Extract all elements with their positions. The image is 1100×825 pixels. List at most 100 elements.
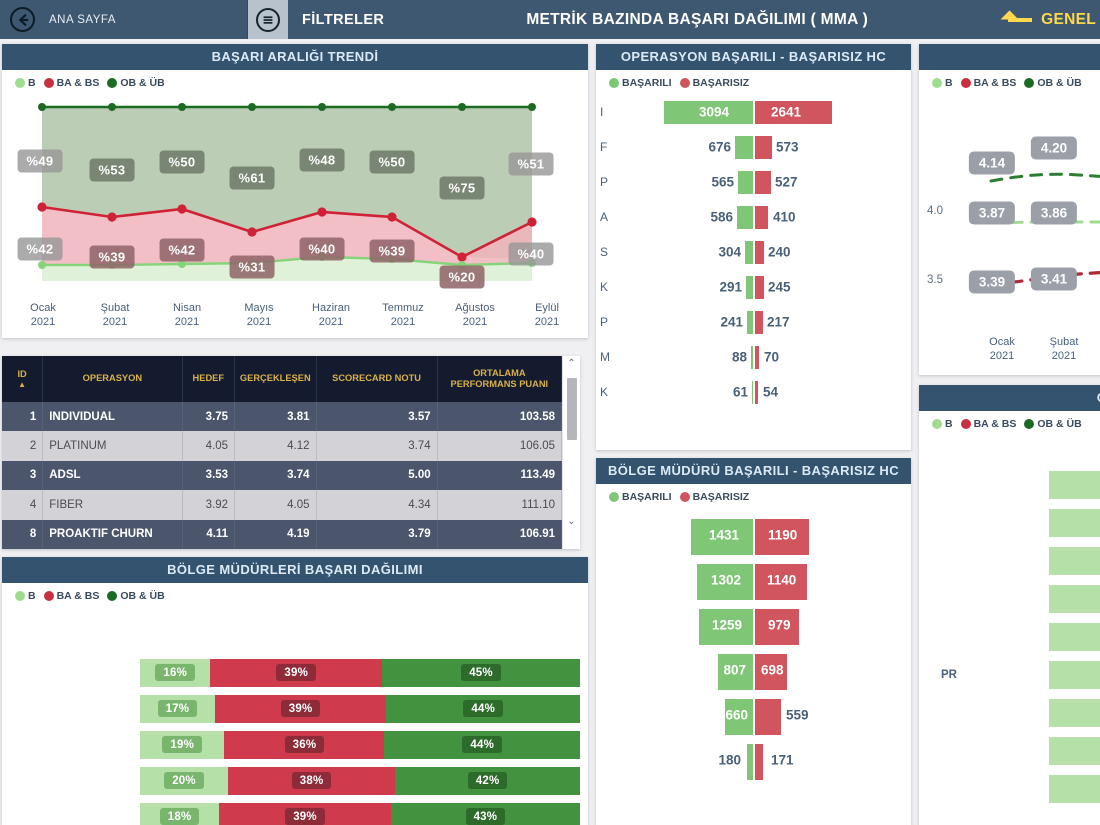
bm-seg-b[interactable]: 19% bbox=[140, 730, 225, 759]
legend-item-obub[interactable]: OB & ÜB bbox=[107, 77, 165, 89]
legend-item-basarisiz[interactable]: BAŞARISIZ bbox=[679, 77, 749, 89]
bm-seg-babs[interactable]: 38% bbox=[228, 766, 396, 795]
legend-item-basarili[interactable]: BAŞARILI bbox=[609, 77, 672, 89]
bmhc-row[interactable]: 660 559 bbox=[596, 692, 911, 738]
hamburger-menu-icon[interactable] bbox=[256, 7, 280, 32]
bmhc-bar-basarili[interactable] bbox=[718, 653, 755, 690]
ophc-bar-basarisiz[interactable] bbox=[755, 205, 768, 229]
legend-item-b[interactable]: B bbox=[15, 590, 36, 602]
bmhc-bar-basarisiz[interactable] bbox=[755, 518, 809, 555]
bm-seg-babs[interactable]: 36% bbox=[224, 730, 385, 759]
menu-toggle-button[interactable] bbox=[248, 0, 288, 39]
table-row[interactable]: 4 FIBER 3.92 4.05 4.34 111.10 bbox=[2, 490, 563, 520]
opdag-seg-b[interactable]: 14% bbox=[1049, 508, 1100, 537]
bmhc-row[interactable]: 1431 1190 bbox=[596, 512, 911, 558]
opdag-bar-row[interactable]: 16% bbox=[1049, 470, 1100, 499]
legend-item-babs[interactable]: BA & BS bbox=[43, 77, 99, 89]
bm-seg-obub[interactable]: 44% bbox=[384, 730, 580, 759]
bm-seg-babs[interactable]: 39% bbox=[210, 658, 382, 687]
ophc-row[interactable]: P 241 217 bbox=[596, 304, 911, 340]
table-row[interactable]: 2 PLATINUM 4.05 4.12 3.74 106.05 bbox=[2, 431, 563, 461]
ophc-bar-basarisiz[interactable] bbox=[755, 310, 763, 334]
circle-arrow-left-icon[interactable] bbox=[10, 7, 35, 32]
bm-seg-obub[interactable]: 45% bbox=[382, 658, 580, 687]
ophc-row[interactable]: F 676 573 bbox=[596, 129, 911, 165]
bm-seg-b[interactable]: 16% bbox=[140, 658, 211, 687]
legend-item-babs[interactable]: BA & BS bbox=[43, 590, 99, 602]
table-row[interactable]: 3 ADSL 3.53 3.74 5.00 113.49 bbox=[2, 460, 563, 491]
bmhc-bar-basarisiz[interactable] bbox=[755, 563, 807, 600]
bm-bar-row[interactable]: 17% 39% 44% bbox=[140, 694, 580, 723]
bm-seg-babs[interactable]: 39% bbox=[214, 694, 387, 723]
legend-item-babs[interactable]: BA & BS bbox=[960, 77, 1016, 89]
ophc-bar-basarili[interactable] bbox=[737, 205, 755, 229]
bmhc-row[interactable]: 1259 979 bbox=[596, 602, 911, 648]
opdag-seg-b[interactable] bbox=[1049, 660, 1100, 689]
bmhc-bar-basarisiz[interactable] bbox=[755, 698, 781, 735]
legend-item-b[interactable]: B bbox=[932, 77, 953, 89]
opdag-bar-row[interactable]: 13% bbox=[1049, 584, 1100, 613]
bm-bar-row[interactable]: 20% 38% 42% bbox=[140, 766, 580, 795]
bmhc-bar-basarisiz[interactable] bbox=[755, 743, 763, 780]
ophc-bar-basarisiz[interactable] bbox=[755, 380, 758, 404]
legend-item-babs[interactable]: BA & BS bbox=[960, 418, 1016, 430]
table-row[interactable]: 1 INDIVIDUAL 3.75 3.81 3.57 103.58 bbox=[2, 402, 563, 432]
ophc-row[interactable]: I 3094 2641 bbox=[596, 94, 911, 130]
opdag-seg-b[interactable]: 17% bbox=[1049, 546, 1100, 575]
opdag-bar-row[interactable]: PR bbox=[941, 660, 1100, 689]
bm-bar-row[interactable]: 16% 39% 45% bbox=[140, 658, 580, 687]
ophc-bar-basarili[interactable] bbox=[735, 135, 755, 159]
bmhc-row[interactable]: 807 698 bbox=[596, 647, 911, 693]
opdag-bar-row[interactable]: 14% bbox=[1049, 508, 1100, 537]
opdag-seg-b[interactable]: 17% bbox=[1049, 736, 1100, 765]
col-hedef[interactable]: HEDEF bbox=[182, 356, 236, 402]
ophc-bar-basarisiz[interactable] bbox=[755, 135, 772, 159]
bm-bar-row[interactable]: 18% 39% 43% bbox=[140, 802, 580, 825]
bm-seg-obub[interactable]: 44% bbox=[386, 694, 580, 723]
bmhc-bar-basarili[interactable] bbox=[747, 743, 755, 780]
ophc-bar-basarili[interactable] bbox=[745, 240, 755, 264]
ophc-bar-basarisiz[interactable] bbox=[755, 100, 832, 124]
bm-seg-obub[interactable]: 43% bbox=[390, 802, 580, 825]
scroll-up-icon[interactable]: ⌃ bbox=[567, 358, 576, 369]
legend-item-basarili[interactable]: BAŞARILI bbox=[609, 491, 672, 503]
bmhc-bar-basarisiz[interactable] bbox=[755, 653, 787, 690]
ophc-bar-basarisiz[interactable] bbox=[755, 345, 759, 369]
bm-seg-b[interactable]: 18% bbox=[140, 802, 220, 825]
bm-seg-b[interactable]: 17% bbox=[140, 694, 215, 723]
legend-item-obub[interactable]: OB & ÜB bbox=[1024, 418, 1082, 430]
ophc-bar-basarili[interactable] bbox=[664, 100, 755, 124]
bmhc-bar-basarili[interactable] bbox=[697, 563, 755, 600]
bmhc-bar-basarili[interactable] bbox=[691, 518, 755, 555]
opdag-bar-row[interactable]: 17% bbox=[1049, 546, 1100, 575]
ophc-row[interactable]: A 586 410 bbox=[596, 199, 911, 235]
ophc-row[interactable]: K 61 54 bbox=[596, 374, 911, 410]
ophc-bar-basarili[interactable] bbox=[746, 275, 755, 299]
legend-item-obub[interactable]: OB & ÜB bbox=[107, 590, 165, 602]
filters-button[interactable]: FİLTRELER bbox=[288, 0, 399, 39]
opdag-seg-b[interactable]: 13% bbox=[1049, 584, 1100, 613]
legend-item-basarisiz[interactable]: BAŞARISIZ bbox=[679, 491, 749, 503]
bmhc-bar-basarili[interactable] bbox=[725, 698, 755, 735]
general-nav-button[interactable]: GENEL bbox=[996, 0, 1100, 39]
ophc-bar-basarili[interactable] bbox=[738, 170, 755, 194]
col-ortalama[interactable]: ORTALAMA PERFORMANS PUANI bbox=[437, 356, 563, 402]
ophc-bar-basarili[interactable] bbox=[747, 310, 755, 334]
col-gerceklesen[interactable]: GERÇEKLEŞEN bbox=[234, 356, 317, 402]
bm-seg-b[interactable]: 20% bbox=[140, 766, 228, 795]
ophc-row[interactable]: S 304 240 bbox=[596, 234, 911, 270]
bm-seg-obub[interactable]: 42% bbox=[395, 766, 580, 795]
legend-item-b[interactable]: B bbox=[932, 418, 953, 430]
ophc-bar-basarisiz[interactable] bbox=[755, 170, 771, 194]
table-row[interactable]: 8 PROAKTIF CHURN 4.11 4.19 3.79 106.91 bbox=[2, 519, 563, 549]
ophc-row[interactable]: P 565 527 bbox=[596, 164, 911, 200]
bmhc-bar-basarisiz[interactable] bbox=[755, 608, 799, 645]
opdag-bar-row[interactable]: 17% bbox=[1049, 774, 1100, 803]
opdag-bar-row[interactable] bbox=[1049, 622, 1100, 651]
opdag-bar-row[interactable]: 19% bbox=[1049, 698, 1100, 727]
bmhc-row[interactable]: 180 171 bbox=[596, 737, 911, 783]
ophc-bar-basarisiz[interactable] bbox=[755, 275, 764, 299]
home-nav-button[interactable]: ANA SAYFA bbox=[0, 0, 248, 39]
scrollbar-thumb[interactable] bbox=[567, 378, 577, 440]
scroll-down-icon[interactable]: ⌄ bbox=[567, 516, 576, 527]
